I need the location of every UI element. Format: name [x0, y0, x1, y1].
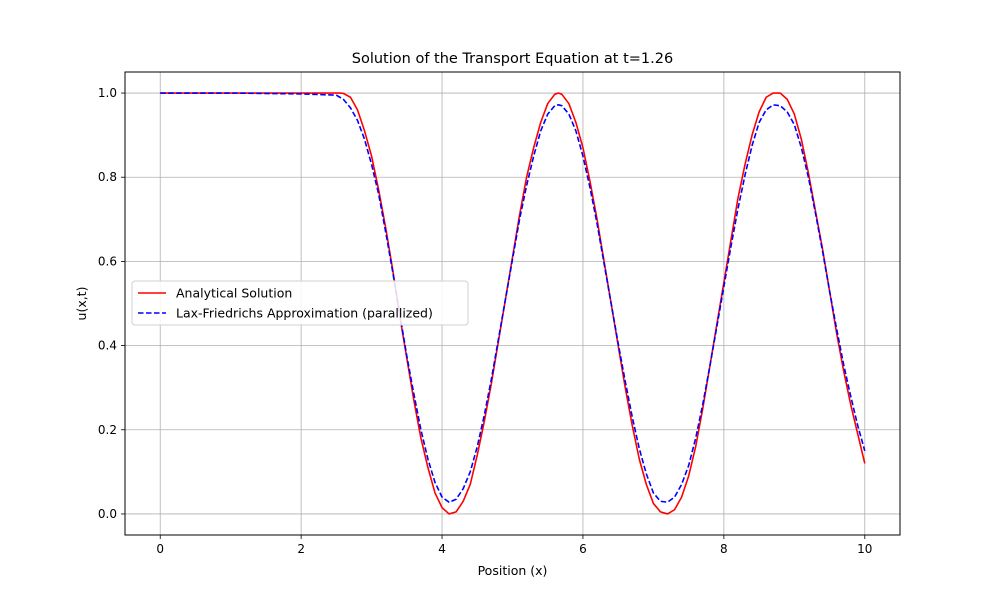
legend-label-lax-friedrichs: Lax-Friedrichs Approximation (parallized…: [176, 306, 433, 321]
x-tick-label: 0: [156, 542, 164, 556]
plot-frame: [124, 71, 901, 536]
chart-title: Solution of the Transport Equation at t=…: [352, 51, 673, 67]
ticks: 0 2 4 6 8 10 0.0 0.2 0.4 0.6 0.8 1.0: [98, 86, 873, 556]
y-axis-label: u(x,t): [74, 287, 89, 321]
x-tick-label: 2: [297, 542, 305, 556]
y-tick-label: 0.4: [98, 339, 117, 353]
series-layer: [160, 92, 866, 515]
legend: Analytical Solution Lax-Friedrichs Appro…: [131, 280, 469, 326]
x-tick-label: 10: [857, 542, 872, 556]
y-tick-label: 0.0: [98, 507, 117, 521]
legend-label-analytical: Analytical Solution: [176, 286, 292, 301]
y-tick-label: 0.8: [98, 170, 117, 184]
y-tick-label: 0.6: [98, 254, 117, 268]
y-tick-label: 1.0: [98, 86, 117, 100]
y-tick-label: 0.2: [98, 423, 117, 437]
x-tick-label: 4: [438, 542, 446, 556]
lax-friedrichs-line: [160, 92, 866, 503]
x-tick-label: 8: [720, 542, 728, 556]
x-axis-label: Position (x): [478, 563, 548, 578]
x-tick-label: 6: [579, 542, 587, 556]
legend-box: [131, 280, 469, 326]
